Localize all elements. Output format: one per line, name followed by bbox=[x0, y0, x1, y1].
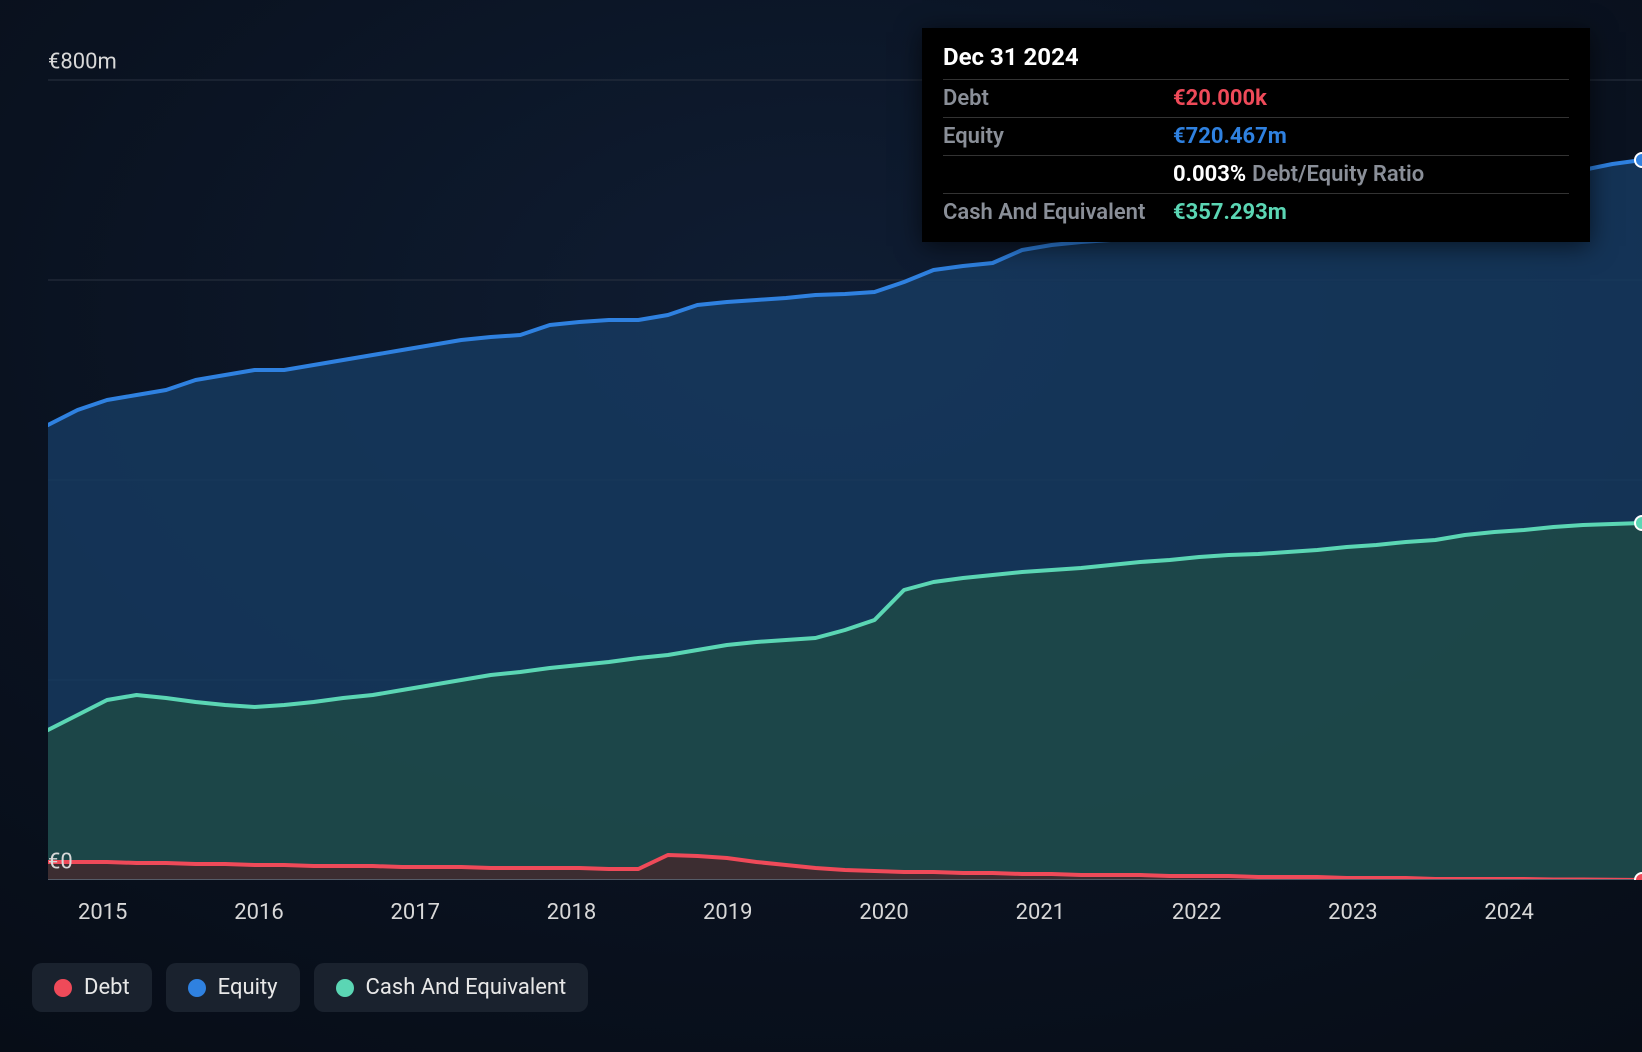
tooltip-row: Equity€720.467m bbox=[943, 117, 1569, 155]
x-tick-label: 2017 bbox=[391, 900, 440, 925]
x-tick-label: 2019 bbox=[703, 900, 752, 925]
legend-dot-icon bbox=[336, 979, 354, 997]
x-tick-label: 2023 bbox=[1328, 900, 1377, 925]
tooltip-row: Debt€20.000k bbox=[943, 79, 1569, 117]
x-tick-label: 2020 bbox=[859, 900, 908, 925]
legend-item-debt[interactable]: Debt bbox=[32, 963, 152, 1012]
tooltip-key: Cash And Equivalent bbox=[943, 200, 1173, 225]
legend-item-cash[interactable]: Cash And Equivalent bbox=[314, 963, 589, 1012]
x-tick-label: 2016 bbox=[234, 900, 283, 925]
tooltip-key: Equity bbox=[943, 124, 1173, 149]
x-tick-label: 2024 bbox=[1484, 900, 1533, 925]
tooltip-key bbox=[943, 162, 1173, 187]
tooltip-row: Cash And Equivalent€357.293m bbox=[943, 193, 1569, 231]
tooltip-ratio-label: Debt/Equity Ratio bbox=[1252, 162, 1424, 187]
tooltip-row: 0.003%Debt/Equity Ratio bbox=[943, 155, 1569, 193]
tooltip-key: Debt bbox=[943, 86, 1173, 111]
legend-label: Cash And Equivalent bbox=[366, 975, 567, 1000]
endpoint-equity bbox=[1635, 153, 1642, 167]
legend-dot-icon bbox=[188, 979, 206, 997]
legend-dot-icon bbox=[54, 979, 72, 997]
x-tick-label: 2018 bbox=[547, 900, 596, 925]
tooltip-value: €357.293m bbox=[1173, 200, 1287, 225]
tooltip-panel: Dec 31 2024 Debt€20.000kEquity€720.467m0… bbox=[922, 28, 1590, 242]
tooltip-title: Dec 31 2024 bbox=[943, 43, 1569, 79]
y-tick-label: €800m bbox=[48, 50, 117, 75]
tooltip-value: €720.467m bbox=[1173, 124, 1287, 149]
legend-item-equity[interactable]: Equity bbox=[166, 963, 300, 1012]
tooltip-value: €20.000k bbox=[1173, 86, 1267, 111]
x-tick-label: 2015 bbox=[78, 900, 127, 925]
x-tick-label: 2021 bbox=[1016, 900, 1065, 925]
legend: Debt Equity Cash And Equivalent bbox=[32, 963, 588, 1012]
x-tick-label: 2022 bbox=[1172, 900, 1221, 925]
endpoint-cash bbox=[1635, 516, 1642, 530]
y-tick-label: €0 bbox=[48, 850, 73, 875]
tooltip-ratio-pct: 0.003% bbox=[1173, 162, 1246, 187]
financial-chart: €0 €800m 2015 2016 2017 2018 2019 2020 2021 2022… bbox=[0, 0, 1642, 1052]
legend-label: Equity bbox=[218, 975, 278, 1000]
legend-label: Debt bbox=[84, 975, 130, 1000]
